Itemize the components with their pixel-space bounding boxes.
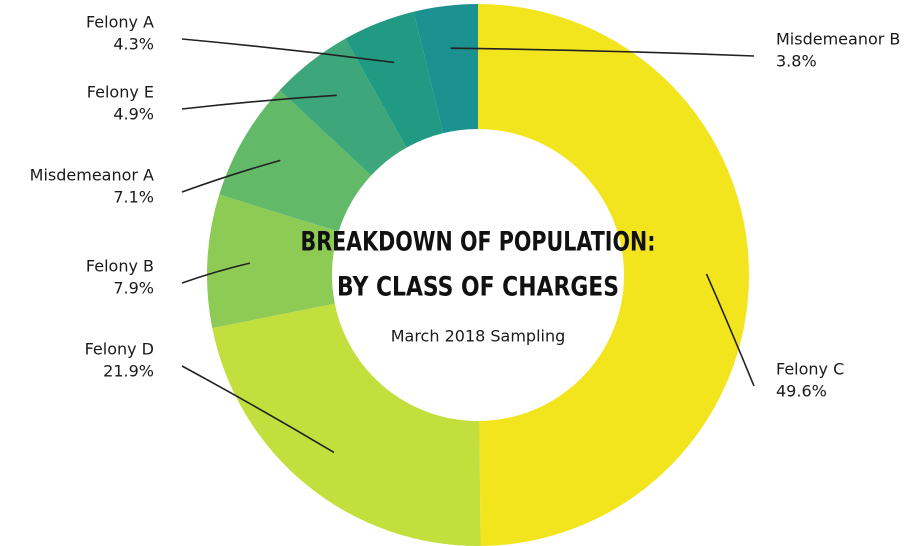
- chart-subtitle: March 2018 Sampling: [391, 327, 566, 346]
- donut-slice: [219, 90, 372, 232]
- leader-line: [181, 159, 281, 193]
- slice-label: Felony C: [776, 360, 844, 379]
- slices: [207, 3, 750, 546]
- slice-value-label: 7.9%: [113, 279, 154, 298]
- slice-label: Felony D: [85, 340, 154, 359]
- donut-slice: [413, 4, 478, 134]
- slice-value-label: 7.1%: [113, 188, 154, 207]
- slice-value-label: 3.8%: [776, 52, 817, 71]
- donut-slice: [279, 38, 407, 176]
- chart-title: BY CLASS OF CHARGES: [337, 272, 619, 303]
- slice-label: Felony A: [86, 13, 154, 32]
- slice-value-label: 4.3%: [113, 35, 154, 54]
- slice-label: Felony E: [87, 83, 154, 102]
- leader-line: [181, 365, 335, 454]
- slice-label: Misdemeanor B: [776, 30, 900, 49]
- donut-slice: [345, 11, 444, 148]
- slice-label: Misdemeanor A: [30, 166, 154, 185]
- slice-value-label: 21.9%: [103, 362, 154, 381]
- leader-line: [181, 262, 250, 284]
- leader-line: [450, 47, 755, 57]
- leader-line: [181, 94, 337, 110]
- slice-value-label: 49.6%: [776, 382, 827, 401]
- leader-line: [705, 273, 755, 387]
- slice-value-label: 4.9%: [113, 105, 154, 124]
- leader-line: [181, 38, 395, 64]
- chart-title: BREAKDOWN OF POPULATION:: [301, 227, 656, 258]
- slice-label: Felony B: [86, 257, 154, 276]
- donut-slice: [212, 303, 481, 546]
- donut-slice: [478, 3, 750, 546]
- donut-slice: [207, 194, 339, 329]
